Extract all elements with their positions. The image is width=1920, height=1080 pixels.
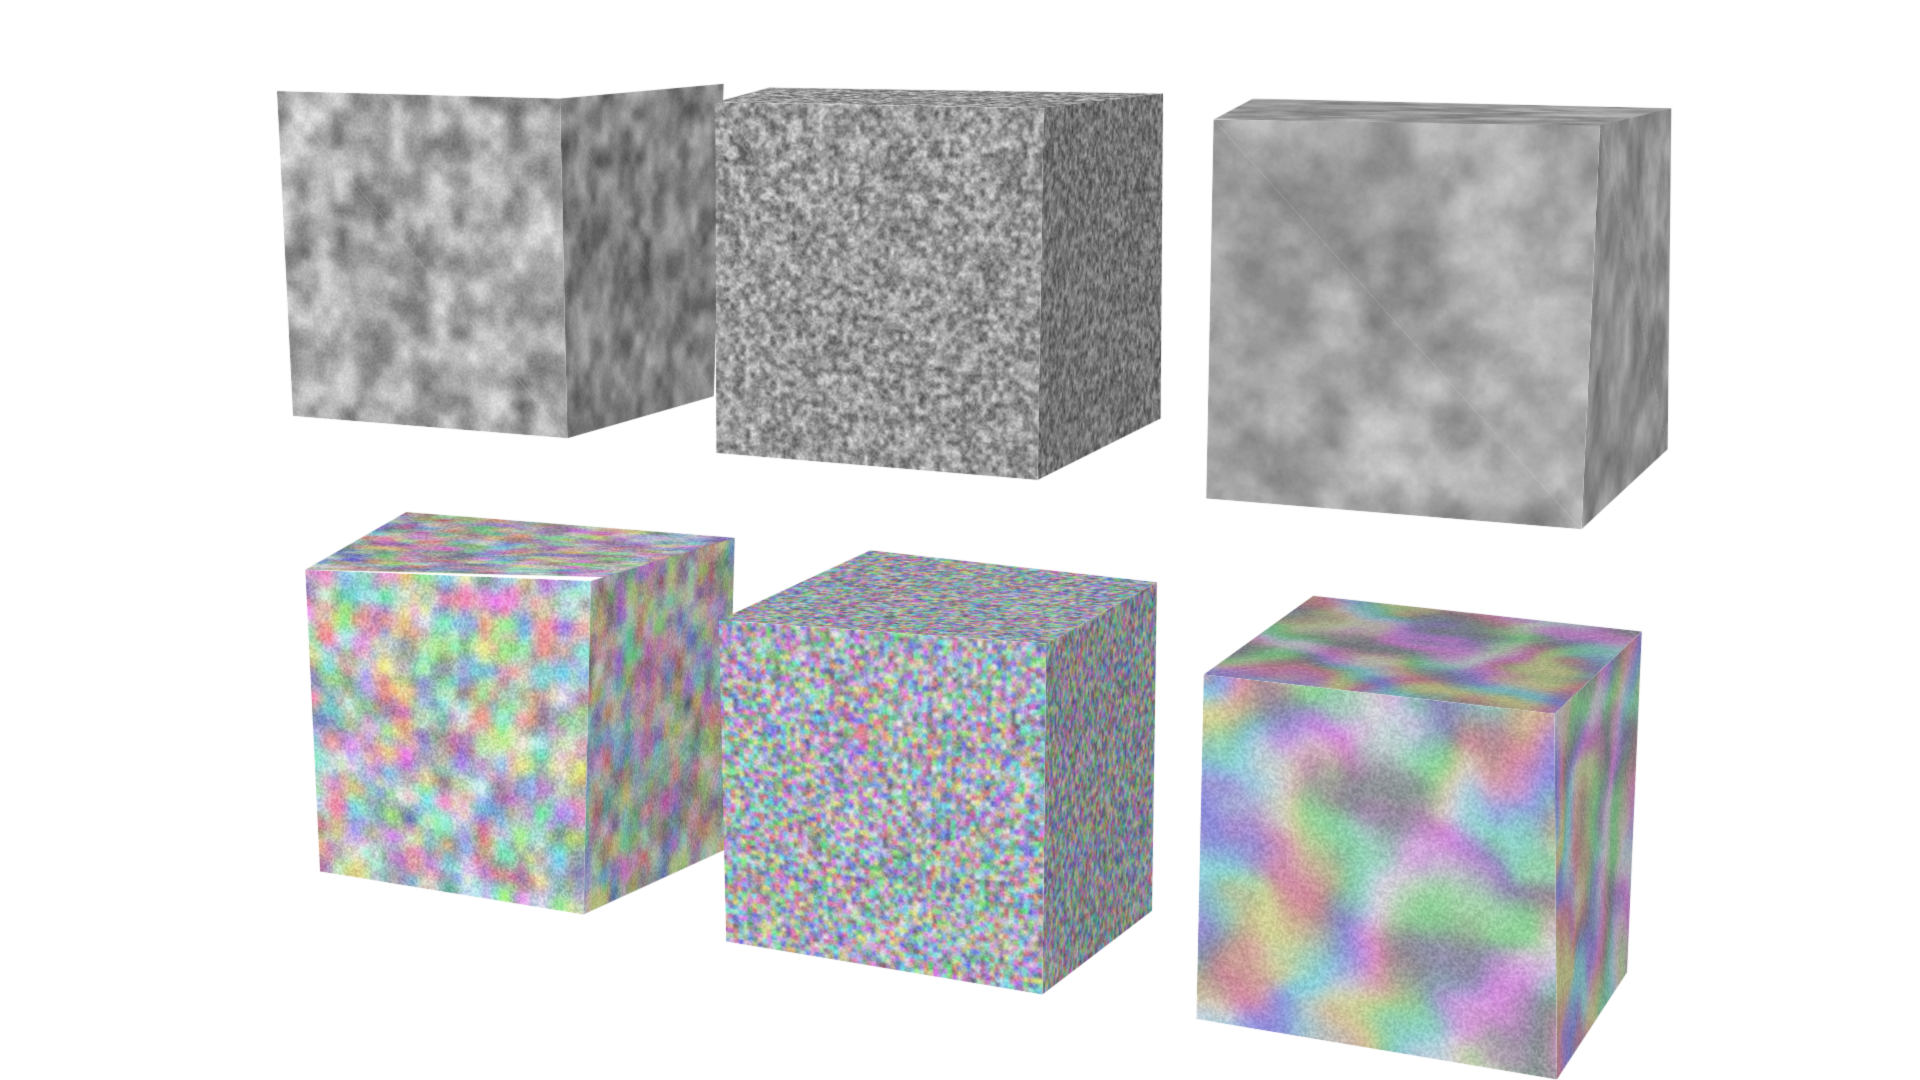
noise-cubes-render	[0, 0, 1920, 1080]
